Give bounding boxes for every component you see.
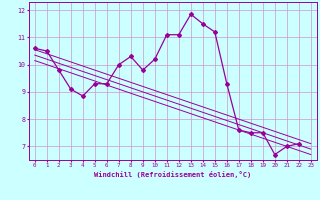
X-axis label: Windchill (Refroidissement éolien,°C): Windchill (Refroidissement éolien,°C) xyxy=(94,171,252,178)
